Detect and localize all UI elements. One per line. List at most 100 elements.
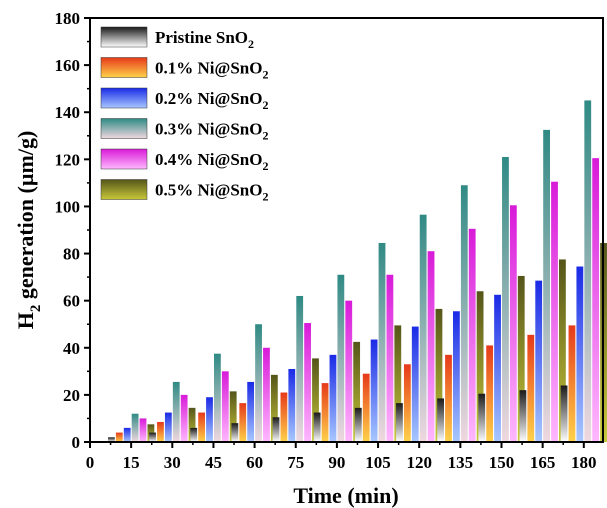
x-axis-title: Time (min): [293, 483, 398, 508]
x-tick-label: 0: [86, 453, 95, 472]
legend-swatch: [100, 57, 148, 78]
bar-s4-c5: [345, 300, 353, 442]
bar-s4-c10: [551, 181, 558, 442]
x-tick-label: 150: [489, 453, 515, 472]
bar-series-group: [108, 100, 607, 443]
y-axis-ticks: 0 20 40 60 80 100 120 140 160 180: [55, 9, 90, 452]
bar-s2-c2: [206, 397, 213, 442]
bar-s4-c11: [592, 158, 600, 442]
bar-s1-c4: [280, 392, 288, 442]
bar-s5-c6: [394, 325, 402, 442]
bar-s3-c3: [255, 324, 262, 442]
y-tick-label: 120: [55, 150, 81, 169]
bar-s1-c11: [568, 325, 576, 442]
x-tick-label: 120: [406, 453, 432, 472]
bar-s2-c6: [370, 339, 378, 442]
y-tick-label: 180: [55, 9, 81, 28]
bar-s3-c7: [419, 214, 427, 442]
legend: Pristine SnO2 0.1% Ni@SnO2 0.2% Ni@SnO2 0.3…: [100, 26, 268, 204]
legend-swatch: [100, 148, 148, 170]
y-tick-label: 0: [72, 433, 81, 452]
y-tick-label: 80: [63, 245, 80, 264]
bar-s2-c5: [329, 354, 337, 442]
bar-s0-c2: [190, 427, 198, 442]
bar-s2-c7: [411, 326, 419, 442]
x-tick-label: 60: [246, 453, 263, 472]
bar-s0-c7: [396, 403, 403, 442]
legend-swatch: [100, 179, 148, 200]
legend-label: 0.3% Ni@SnO2: [155, 120, 268, 143]
bar-s2-c8: [453, 311, 460, 442]
bar-s3-c9: [502, 156, 509, 443]
x-tick-label: 75: [287, 453, 304, 472]
bar-s0-c3: [231, 423, 239, 442]
bar-s2-c11: [576, 266, 584, 442]
bar-s3-c2: [214, 353, 221, 442]
x-tick-label: 135: [448, 453, 474, 472]
bar-s1-c6: [362, 373, 370, 442]
bar-s3-c4: [296, 295, 304, 442]
bar-s2-c9: [494, 294, 501, 442]
bar-s3-c11: [584, 100, 592, 442]
bar-s0-c1: [149, 432, 156, 442]
y-tick-label: 40: [63, 339, 80, 358]
bar-s4-c9: [509, 205, 517, 442]
bar-s3-c0: [131, 413, 139, 442]
bar-s4-c4: [304, 323, 311, 442]
bar-s1-c1: [157, 421, 164, 442]
bar-s0-c6: [354, 407, 362, 442]
bar-s4-c6: [386, 274, 394, 442]
bar-s4-c2: [221, 371, 229, 442]
x-tick-label: 180: [571, 453, 597, 472]
legend-swatch: [100, 26, 148, 48]
bar-s4-c0: [139, 418, 147, 442]
bar-s4-c8: [468, 228, 476, 442]
x-tick-label: 165: [530, 453, 556, 472]
bar-s3-c1: [172, 381, 180, 442]
bar-s5-c9: [517, 275, 525, 442]
bar-s1-c9: [486, 345, 494, 442]
bar-s0-c0: [108, 437, 115, 442]
bar-s1-c7: [403, 364, 411, 442]
legend-label: 0.5% Ni@SnO2: [155, 181, 268, 204]
bar-s5-c2: [229, 391, 237, 442]
bar-s4-c3: [263, 347, 270, 442]
bar-s2-c0: [123, 427, 131, 442]
bar-s2-c1: [164, 412, 172, 442]
legend-label: 0.2% Ni@SnO2: [155, 89, 268, 112]
bar-s4-c1: [180, 394, 188, 442]
bar-s2-c4: [288, 368, 296, 442]
legend-swatch: [100, 87, 148, 109]
bar-s5-c4: [312, 358, 319, 442]
bar-s5-c5: [353, 341, 361, 442]
y-tick-label: 20: [63, 386, 80, 405]
bar-s1-c2: [198, 412, 205, 442]
bar-s1-c5: [321, 383, 329, 442]
bar-s1-c3: [239, 403, 247, 442]
y-axis-title: H2 generation (µm/g): [13, 131, 44, 330]
x-tick-label: 105: [365, 453, 391, 472]
x-tick-label: 90: [328, 453, 345, 472]
x-tick-label: 30: [164, 453, 181, 472]
bar-s5-c8: [476, 291, 484, 442]
y-tick-label: 100: [55, 197, 81, 216]
bar-s0-c5: [313, 412, 321, 442]
bar-s3-c6: [378, 242, 386, 442]
y-tick-label: 60: [63, 292, 80, 311]
legend-swatch: [100, 118, 148, 139]
bar-s3-c10: [543, 129, 550, 442]
bar-s1-c8: [445, 354, 452, 442]
y-tick-label: 140: [55, 103, 81, 122]
legend-label: 0.1% Ni@SnO2: [155, 59, 268, 82]
bar-s1-c10: [527, 334, 535, 442]
bar-s0-c11: [560, 385, 568, 442]
x-tick-label: 15: [123, 453, 140, 472]
y-tick-label: 160: [55, 56, 81, 75]
bar-s5-c3: [270, 374, 278, 442]
bar-s0-c9: [478, 393, 486, 442]
bar-s1-c0: [115, 432, 123, 442]
bar-s4-c7: [427, 251, 435, 442]
bar-s5-c1: [188, 407, 196, 442]
bar-s0-c8: [437, 398, 444, 442]
bar-s2-c3: [247, 381, 255, 442]
